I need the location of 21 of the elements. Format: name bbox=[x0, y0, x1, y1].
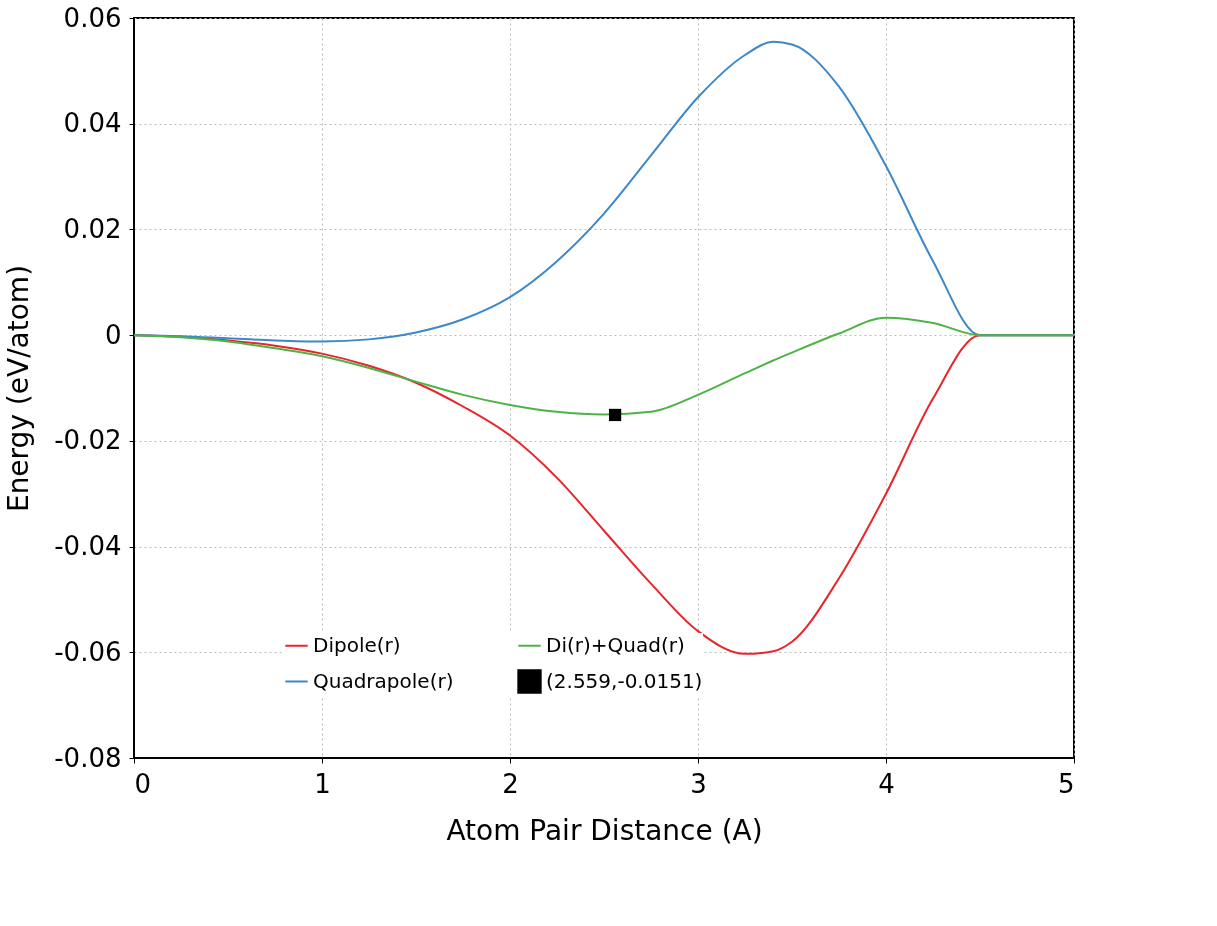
legend-label: Quadrapole(r) bbox=[313, 668, 454, 693]
x-tick-label: 0 bbox=[134, 768, 152, 799]
x-tick-label: 1 bbox=[314, 768, 331, 799]
y-tick-label: 0.06 bbox=[63, 2, 122, 33]
y-tick-label: 0 bbox=[104, 319, 122, 350]
legend-label: Dipole(r) bbox=[313, 632, 401, 657]
y-tick-label: 0.02 bbox=[63, 213, 122, 244]
x-tick-label: 4 bbox=[878, 768, 895, 799]
y-axis-title: Energy (eV/atom) bbox=[2, 264, 36, 513]
x-tick-label: 2 bbox=[502, 768, 519, 799]
x-tick-label: 3 bbox=[690, 768, 707, 799]
legend-label: Di(r)+Quad(r) bbox=[546, 632, 685, 657]
y-tick-label: -0.08 bbox=[54, 742, 122, 773]
legend-label: (2.559,-0.0151) bbox=[546, 668, 703, 693]
x-axis-title: Atom Pair Distance (A) bbox=[446, 813, 763, 847]
y-tick-label: -0.04 bbox=[54, 531, 122, 562]
y-tick-label: 0.04 bbox=[63, 108, 122, 139]
x-tick-label: 5 bbox=[1057, 768, 1075, 799]
y-tick-label: -0.02 bbox=[54, 425, 122, 456]
line-series bbox=[133, 316, 1075, 416]
y-tick-label: -0.06 bbox=[54, 636, 122, 667]
